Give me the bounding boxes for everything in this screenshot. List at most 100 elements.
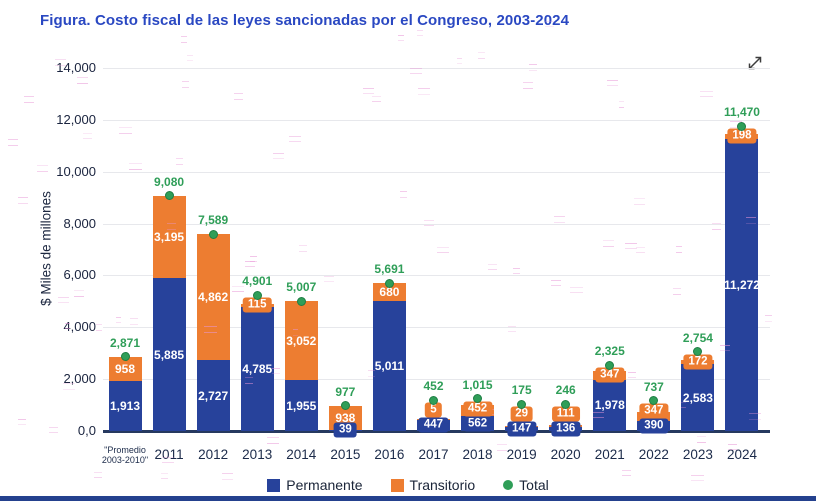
total-dot-11[interactable] [605, 360, 615, 370]
watermark-speck [398, 34, 405, 42]
total-dot-10[interactable] [561, 399, 571, 409]
gridline [103, 223, 770, 225]
watermark-speck [298, 245, 308, 252]
bar-badge-permanente-9: 147 [507, 421, 537, 437]
watermark-speck [765, 315, 772, 322]
total-label-9: 175 [511, 383, 532, 398]
watermark-speck [634, 198, 645, 205]
total-label-7: 452 [423, 379, 444, 394]
bar-badge-transitorio-13: 172 [683, 354, 713, 370]
gridline [103, 327, 770, 329]
total-dot-8[interactable] [473, 394, 483, 404]
watermark-speck [176, 158, 183, 165]
bar-segment-transitorio-1[interactable] [152, 195, 186, 279]
total-label-11: 2,325 [594, 344, 625, 359]
legend-label: Permanente [286, 477, 363, 493]
total-label-0: 2,871 [109, 335, 141, 350]
x-tick-label-14: 2024 [726, 447, 757, 462]
bar-badge-transitorio-12: 347 [639, 403, 669, 419]
watermark-speck [416, 29, 423, 37]
y-tick-label: 14,000 [56, 60, 96, 75]
total-dot-2[interactable] [208, 229, 218, 239]
watermark-speck [700, 90, 713, 98]
total-label-6: 5,691 [374, 262, 405, 277]
total-dot-4[interactable] [296, 296, 306, 306]
watermark-speck [545, 20, 554, 28]
x-tick-label-1: 2011 [154, 447, 184, 462]
bar-segment-permanente-14[interactable] [725, 138, 759, 431]
total-label-10: 246 [555, 383, 576, 398]
total-label-8: 1,015 [462, 377, 493, 392]
total-label-12: 737 [643, 379, 664, 394]
bar-segment-permanente-3[interactable] [240, 306, 274, 431]
legend-item-transitorio[interactable]: Transitorio [390, 477, 475, 493]
x-tick-label-6: 2016 [374, 447, 405, 462]
watermark-speck [73, 290, 85, 297]
x-tick-label-13: 2023 [682, 447, 713, 462]
total-dot-7[interactable] [428, 395, 438, 405]
watermark-speck [234, 93, 244, 100]
watermark-speck [363, 87, 374, 95]
x-tick-label-2: 2012 [198, 447, 229, 462]
legend-item-permanente[interactable]: Permanente [267, 477, 363, 493]
total-dot-5[interactable] [340, 401, 350, 411]
watermark-speck [627, 371, 637, 379]
bottom-accent-bar [0, 496, 816, 501]
bar-segment-permanente-13[interactable] [681, 364, 715, 431]
total-label-2: 7,589 [198, 213, 229, 228]
watermark-speck [24, 96, 35, 103]
watermark-speck [289, 135, 302, 143]
watermark-speck [624, 242, 638, 250]
bar-badge-transitorio-11: 347 [595, 367, 625, 383]
legend-swatch-circle [503, 480, 514, 490]
bar-segment-permanente-6[interactable] [372, 301, 406, 431]
total-dot-12[interactable] [649, 396, 659, 406]
bar-segment-permanente-11[interactable] [593, 379, 627, 431]
x-tick-label-10: 2020 [550, 447, 581, 462]
bar-badge-permanente-10: 136 [551, 421, 581, 437]
total-dot-14[interactable] [737, 121, 747, 131]
chart-legend: Permanente Transitorio Total [0, 477, 816, 493]
watermark-speck [182, 81, 189, 88]
bar-badge-transitorio-8: 452 [462, 401, 493, 417]
bar-segment-transitorio-6[interactable] [372, 283, 406, 302]
x-tick-label-0: "Promedio 2003-2010" [101, 445, 149, 465]
watermark-speck [272, 152, 285, 160]
bar-badge-permanente-8: 562 [462, 416, 493, 432]
watermark-speck [621, 469, 632, 477]
bar-badge-permanente-5: 39 [333, 422, 357, 438]
gridline [103, 379, 770, 381]
watermark-speck [437, 246, 449, 254]
bar-segment-transitorio-4[interactable] [284, 301, 318, 381]
legend-item-total[interactable]: Total [503, 477, 549, 493]
total-dot-9[interactable] [517, 399, 527, 409]
watermark-speck [456, 57, 462, 65]
bar-segment-transitorio-2[interactable] [196, 234, 230, 361]
watermark-speck [115, 316, 122, 324]
watermark-speck [554, 216, 565, 223]
watermark-speck [181, 36, 188, 43]
x-tick-label-8: 2018 [462, 447, 493, 462]
total-dot-13[interactable] [693, 347, 703, 357]
total-label-1: 9,080 [154, 174, 185, 189]
watermark-speck [267, 437, 280, 444]
figure-title: Figura. Costo fiscal de las leyes sancio… [40, 12, 570, 29]
watermark-speck [8, 139, 19, 146]
bar-segment-permanente-0[interactable] [108, 381, 142, 431]
total-dot-0[interactable] [120, 352, 130, 362]
watermark-speck [606, 79, 619, 87]
total-label-3: 4,901 [242, 274, 273, 289]
bar-segment-permanente-2[interactable] [196, 360, 230, 431]
total-dot-1[interactable] [164, 191, 174, 201]
bar-segment-permanente-4[interactable] [284, 380, 318, 431]
y-tick-label: 8,000 [63, 215, 96, 231]
legend-label: Total [519, 477, 549, 493]
total-label-4: 5,007 [286, 280, 317, 295]
gridline [103, 119, 770, 121]
bar-segment-permanente-1[interactable] [152, 278, 186, 431]
legend-swatch-square [390, 478, 404, 492]
total-dot-6[interactable] [384, 278, 394, 288]
total-dot-3[interactable] [252, 290, 262, 300]
